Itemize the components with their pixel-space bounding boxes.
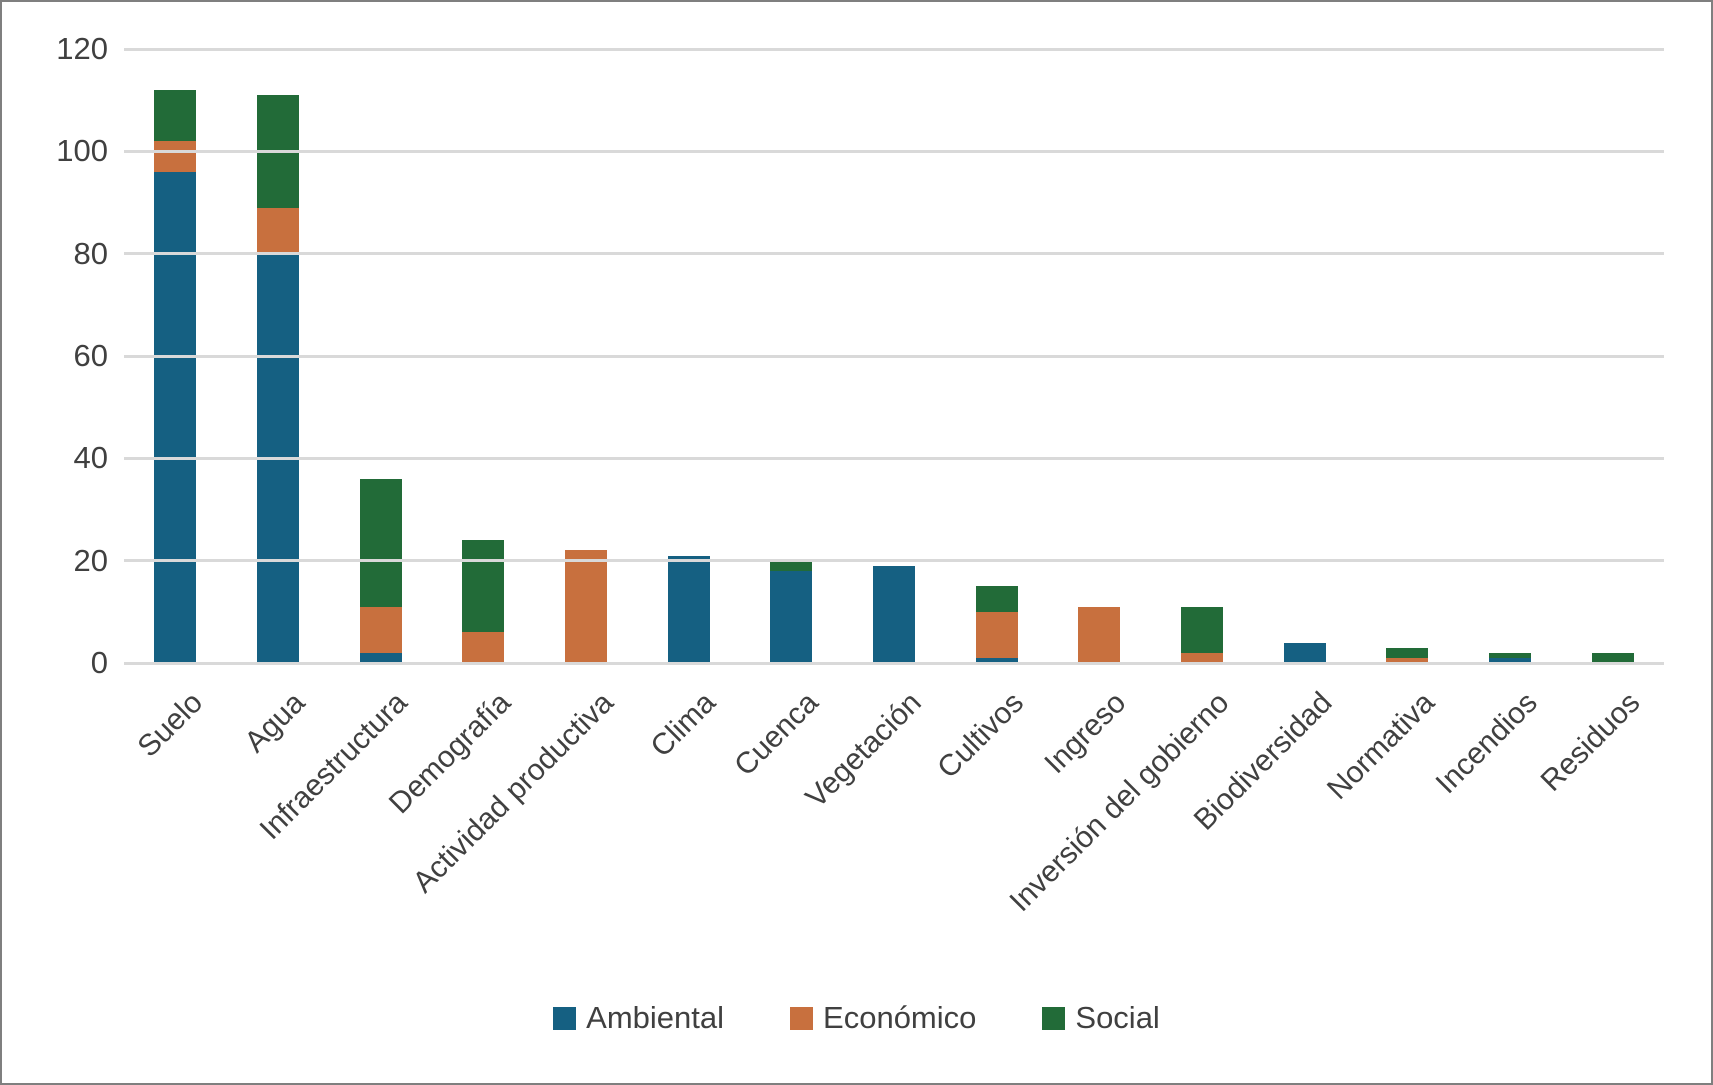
gridline <box>124 252 1664 256</box>
bar-segment-economico <box>257 207 299 254</box>
bar-segment-economico <box>1181 652 1223 663</box>
x-axis-category-label: Incendios <box>1429 686 1544 801</box>
x-axis-category-label: Cultivos <box>931 686 1031 785</box>
legend: Ambiental Económico Social <box>2 1000 1711 1036</box>
x-axis-category-label: Clima <box>644 686 723 764</box>
bar-segment-economico <box>1078 606 1121 663</box>
bar-segment-social <box>1489 652 1531 658</box>
bar-segment-economico <box>975 611 1018 658</box>
bar-segment-social <box>1386 647 1429 658</box>
legend-item: Ambiental <box>553 1000 724 1036</box>
legend-label: Ambiental <box>586 1000 725 1035</box>
bar-segment-ambiental <box>667 555 710 663</box>
legend-swatch-icon <box>1042 1006 1066 1030</box>
x-axis-category-label: Residuos <box>1534 686 1647 798</box>
bar-segment-social <box>975 586 1018 612</box>
bar-segment-economico <box>565 550 607 663</box>
gridline <box>124 354 1664 358</box>
x-axis-category-label: Agua <box>238 686 312 759</box>
bar-segment-economico <box>154 141 197 172</box>
bar-segment-ambiental <box>1489 657 1531 663</box>
y-axis-tick-label: 80 <box>73 235 108 271</box>
y-axis-tick-label: 20 <box>73 542 108 578</box>
bar-segment-social <box>1591 652 1634 663</box>
y-axis-tick-label: 100 <box>56 133 108 169</box>
legend-swatch-icon <box>553 1006 577 1030</box>
x-axis-category-label: Ingreso <box>1038 686 1133 781</box>
bar-segment-social <box>1181 606 1223 653</box>
x-axis-category-label: Normativa <box>1320 686 1441 806</box>
x-axis-category-label: Actividad productiva <box>406 686 620 900</box>
bar-segment-ambiental <box>770 570 813 663</box>
bar-segment-ambiental <box>154 171 197 663</box>
y-axis-tick-label: 0 <box>90 645 108 680</box>
gridline <box>124 149 1664 153</box>
gridline <box>124 661 1664 665</box>
y-axis-tick-label: 120 <box>56 31 108 66</box>
legend-item: Social <box>1042 1000 1160 1036</box>
bar-segment-economico <box>359 606 402 653</box>
y-axis-tick-label: 40 <box>73 440 108 476</box>
legend-item: Económico <box>790 1000 976 1036</box>
legend-label: Social <box>1075 1000 1160 1035</box>
bar-segment-social <box>770 560 813 571</box>
bar-segment-ambiental <box>975 657 1018 663</box>
bar-segment-ambiental <box>1283 642 1326 663</box>
gridline <box>124 47 1664 51</box>
gridline <box>124 456 1664 460</box>
x-axis-category-label: Cuenca <box>728 686 825 783</box>
bar-segment-ambiental <box>359 652 402 663</box>
legend-label: Económico <box>823 1000 977 1035</box>
bar-segment-social <box>154 89 197 142</box>
bar-segment-ambiental <box>873 565 915 663</box>
bar-segment-social <box>359 478 402 607</box>
x-axis-category-label: Suelo <box>131 686 209 764</box>
legend-swatch-icon <box>790 1006 814 1030</box>
gridline <box>124 559 1664 563</box>
bar-segment-economico <box>462 632 505 663</box>
bar-segment-social <box>462 540 505 633</box>
y-axis-tick-label: 60 <box>73 338 108 373</box>
bar-segment-economico <box>1386 657 1429 663</box>
